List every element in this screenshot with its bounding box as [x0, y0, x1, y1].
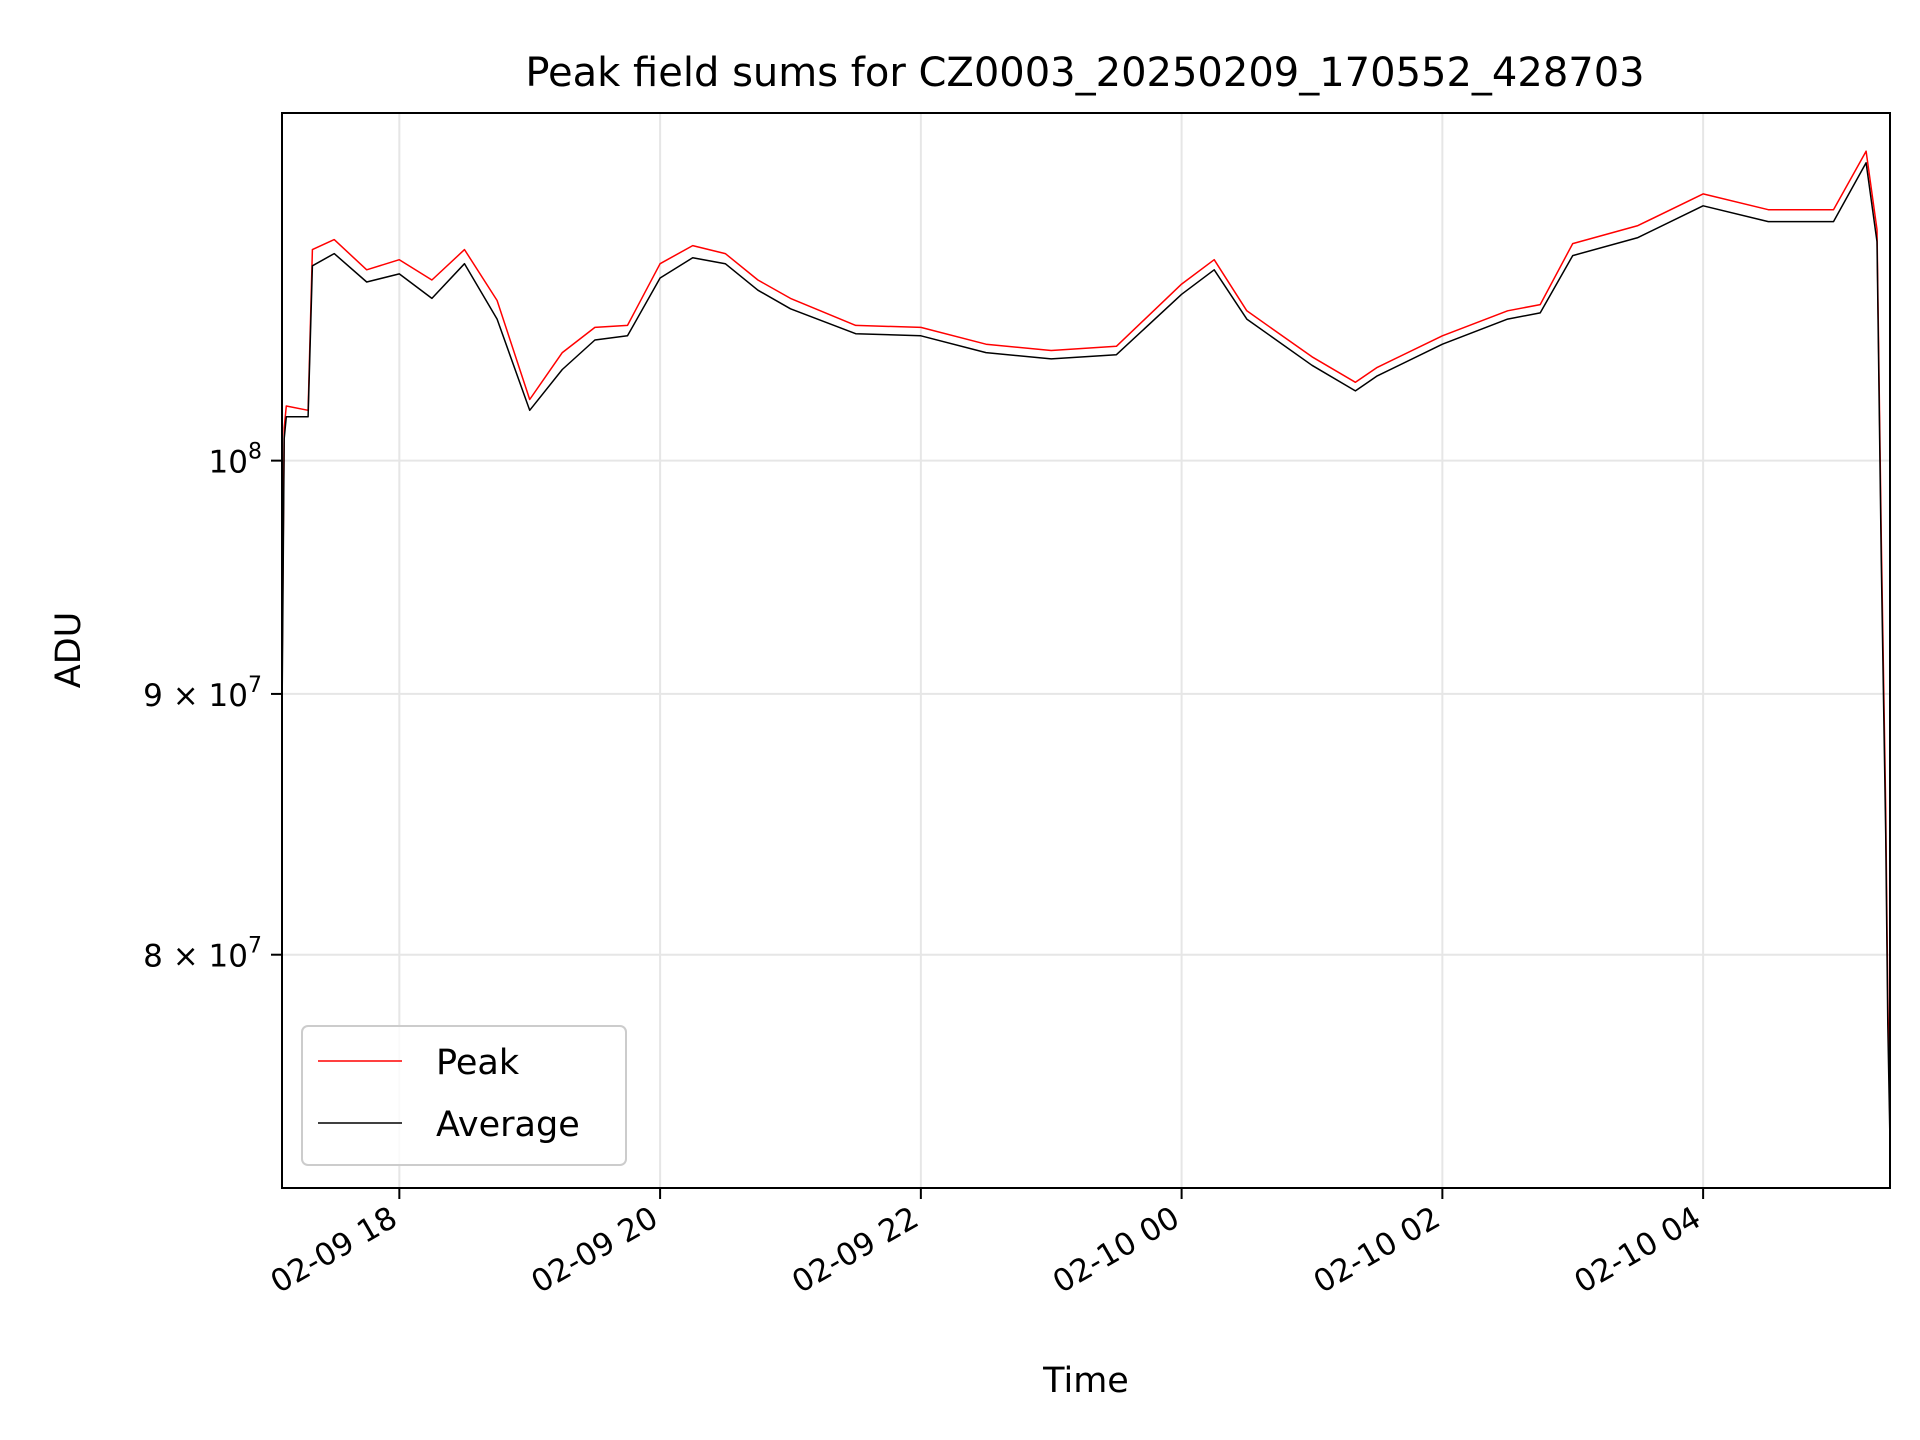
y-tick-label: 8 × 107	[143, 934, 262, 975]
y-tick-label: 9 × 107	[143, 673, 262, 714]
x-axis-label: Time	[1042, 1361, 1129, 1401]
y-axis: 108 9 × 107 8 × 107	[143, 440, 282, 975]
chart-title: Peak field sums for CZ0003_20250209_1705…	[525, 50, 1644, 96]
grid	[282, 113, 1890, 1188]
y-axis-label: ADU	[49, 612, 89, 689]
plot-area	[282, 150, 1890, 1143]
legend-label-peak: Peak	[436, 1043, 520, 1083]
legend-label-average: Average	[436, 1105, 580, 1145]
plot-frame	[281, 112, 1891, 1189]
series-line-peak	[282, 150, 1890, 1128]
y-tick-label: 108	[209, 440, 262, 481]
legend: Peak Average	[301, 1025, 627, 1166]
series-line-average	[282, 162, 1890, 1143]
